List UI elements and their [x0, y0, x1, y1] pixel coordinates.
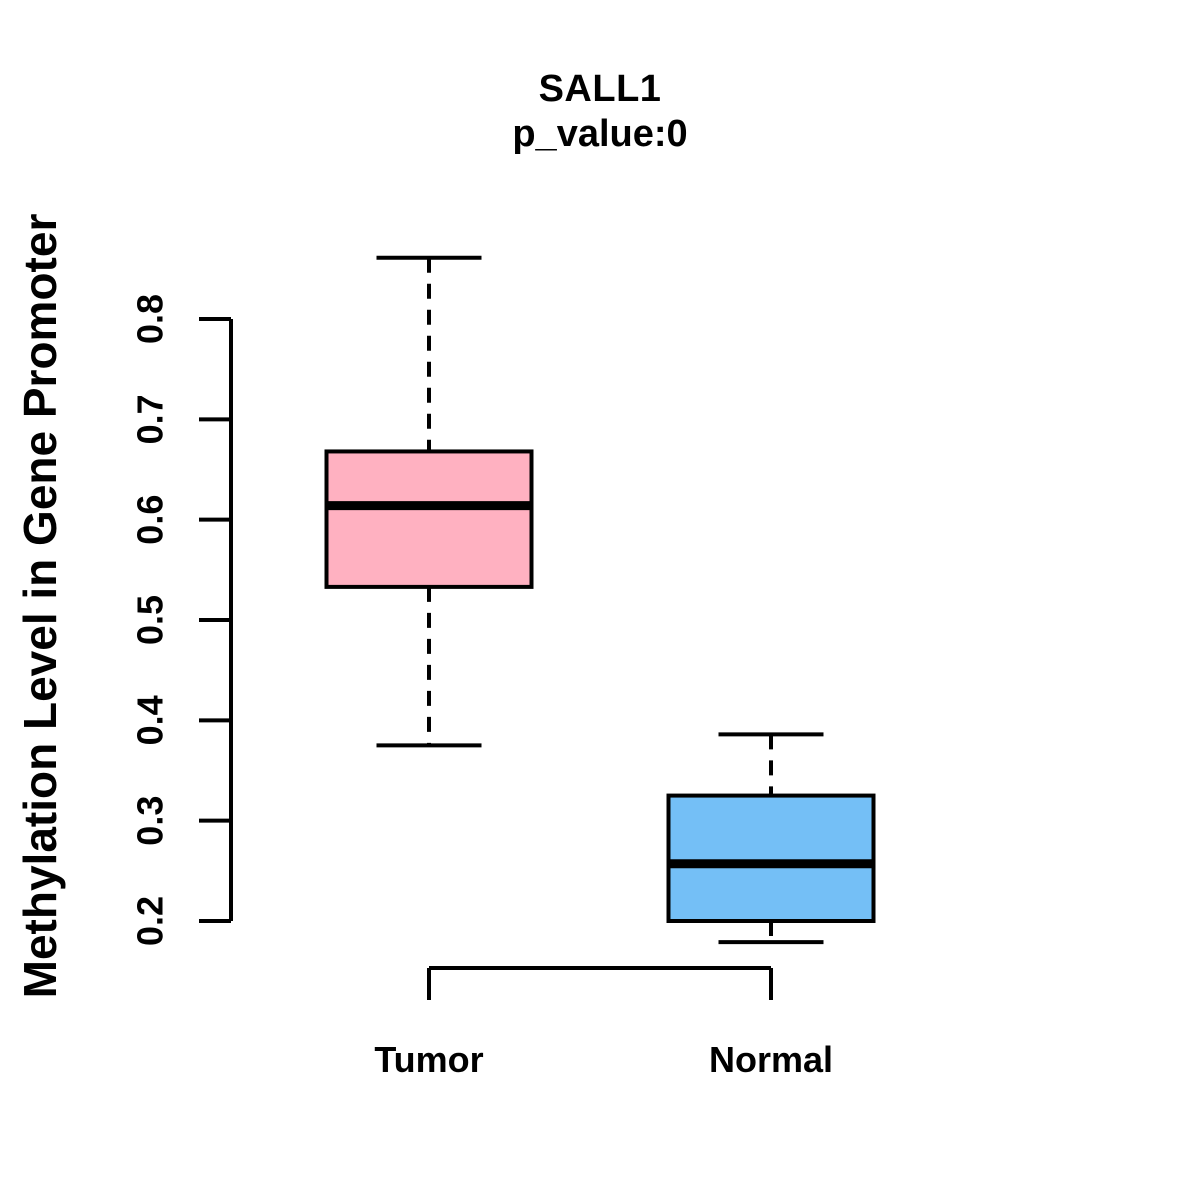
- group-label-normal: Normal: [709, 1039, 833, 1080]
- y-tick-label: 0.8: [130, 294, 171, 344]
- group-label-tumor: Tumor: [374, 1039, 483, 1080]
- normal-box: [666, 793, 876, 923]
- chart-title: SALL1: [538, 68, 662, 110]
- y-tick-label: 0.6: [130, 495, 171, 545]
- chart-subtitle: p_value:0: [512, 113, 688, 155]
- y-tick-label: 0.2: [130, 896, 171, 946]
- y-tick-label: 0.3: [130, 796, 171, 846]
- y-tick-label: 0.4: [130, 695, 171, 745]
- tumor-box: [324, 449, 534, 589]
- y-tick-label: 0.7: [130, 394, 171, 444]
- y-tick-label: 0.5: [130, 595, 171, 645]
